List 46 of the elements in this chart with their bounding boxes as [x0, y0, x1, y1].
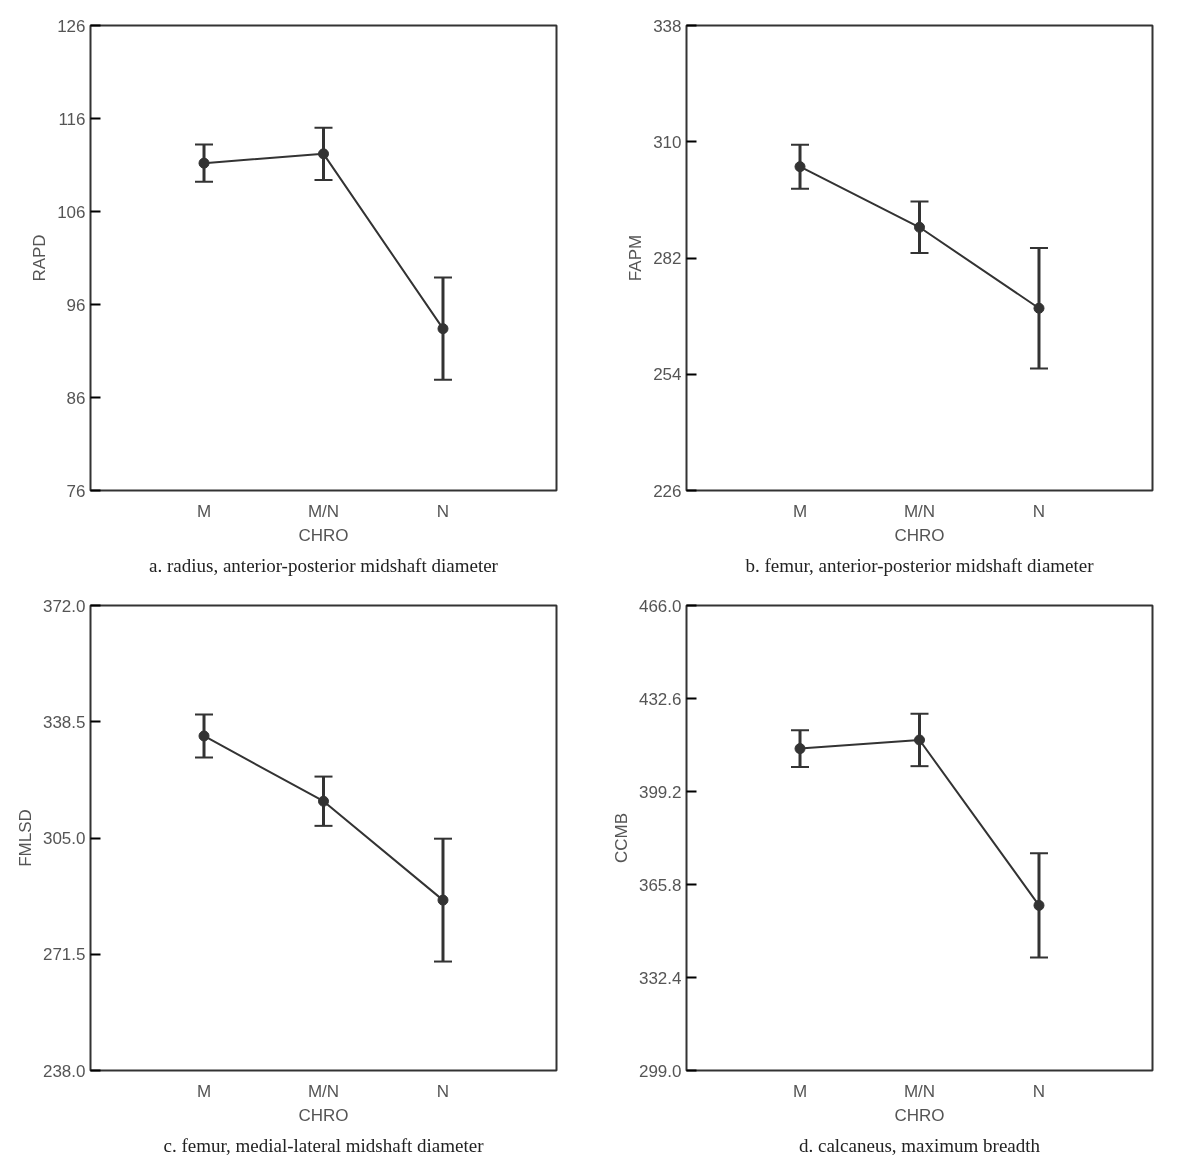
- x-axis-title: CHRO: [894, 525, 945, 545]
- x-tick-label: N: [1032, 1081, 1046, 1101]
- y-axis-title: CCMB: [611, 812, 631, 864]
- text: c. femur, medial-lateral midshaft diameter: [163, 1134, 485, 1156]
- y-tick-label: 116: [58, 109, 86, 129]
- y-tick-label: 271.5: [42, 945, 86, 965]
- y-tick-label: 86: [66, 388, 86, 408]
- y-tick-label: 365.8: [638, 875, 682, 895]
- y-tick-label: 76: [66, 481, 86, 501]
- x-tick-label: N: [436, 1081, 450, 1101]
- y-tick-label: 338.5: [42, 712, 86, 732]
- y-tick-label: 96: [66, 295, 86, 315]
- y-axis-title: FMLSD: [15, 809, 35, 867]
- x-tick-label: M: [792, 1081, 808, 1101]
- y-tick-label: 432.6: [638, 689, 682, 709]
- y-tick-label: 372.0: [42, 596, 86, 616]
- y-tick-label: 305.0: [42, 829, 86, 848]
- x-tick-label: M: [196, 1081, 212, 1101]
- y-tick-label: 338: [653, 16, 682, 36]
- y-tick-label: 106: [57, 202, 86, 222]
- x-tick-label: N: [436, 501, 450, 521]
- x-tick-label: M/N: [307, 1081, 340, 1101]
- x-tick-label: M/N: [903, 501, 936, 521]
- y-axis-title: FAPM: [626, 234, 646, 282]
- y-tick-label: 399.2: [638, 782, 682, 802]
- y-tick-label: 466.0: [638, 596, 682, 616]
- x-tick-label: M/N: [307, 501, 340, 521]
- y-tick-label: 126: [57, 16, 86, 36]
- text: b. femur, anterior-posterior midshaft diameter: [745, 554, 1095, 576]
- y-tick-label: 282: [653, 249, 682, 268]
- text: a. radius, anterior-posterior midshaft diameter: [149, 554, 499, 576]
- y-tick-label: 310: [653, 132, 682, 152]
- x-tick-label: N: [1032, 501, 1046, 521]
- y-tick-label: 254: [653, 365, 682, 385]
- y-axis-title: RAPD: [30, 234, 50, 282]
- y-tick-label: 226: [653, 481, 682, 501]
- x-tick-label: M: [792, 501, 808, 521]
- y-tick-label: 332.4: [638, 968, 682, 988]
- x-axis-title: CHRO: [298, 525, 349, 545]
- x-tick-label: M: [196, 501, 212, 521]
- y-tick-label: 238.0: [42, 1061, 86, 1081]
- y-tick-label: 299.0: [638, 1061, 682, 1081]
- x-axis-title: CHRO: [298, 1105, 349, 1125]
- x-axis-title: CHRO: [894, 1105, 945, 1125]
- text: d. calcaneus, maximum breadth: [798, 1134, 1041, 1156]
- x-tick-label: M/N: [903, 1081, 936, 1101]
